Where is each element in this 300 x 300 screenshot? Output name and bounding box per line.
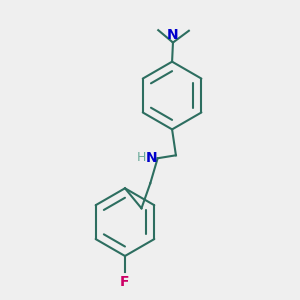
Text: N: N xyxy=(167,28,179,42)
Text: H: H xyxy=(137,151,146,164)
Text: N: N xyxy=(146,151,158,165)
Text: F: F xyxy=(120,275,130,289)
